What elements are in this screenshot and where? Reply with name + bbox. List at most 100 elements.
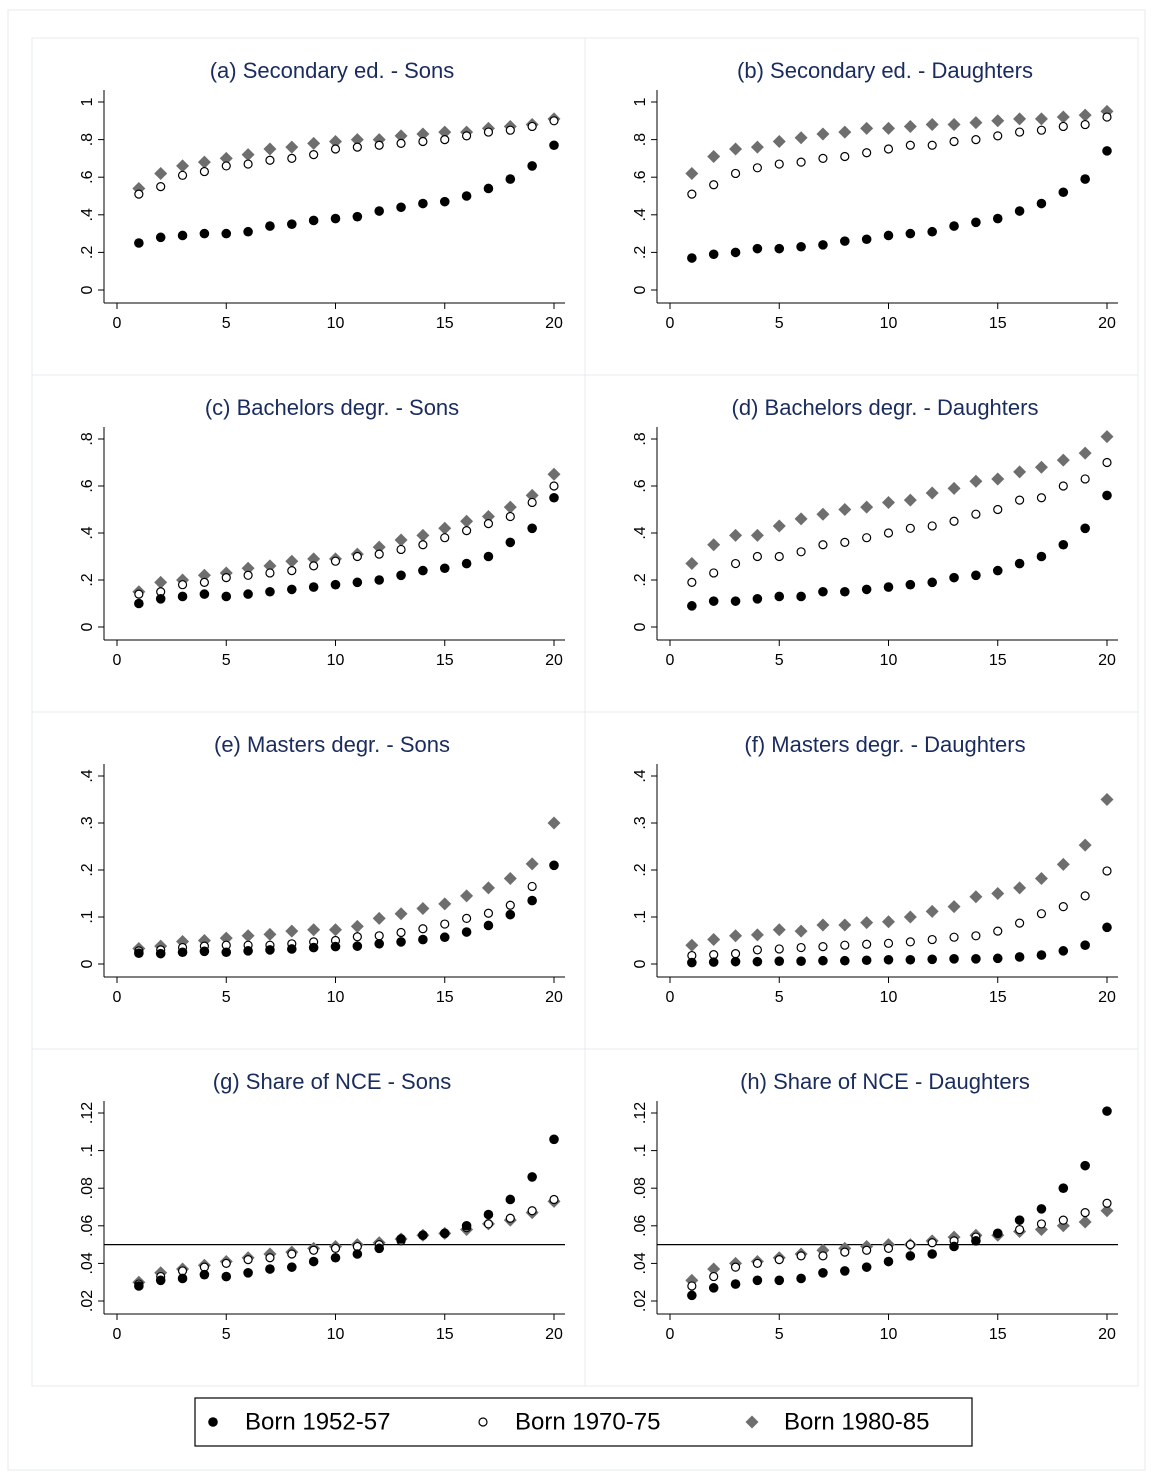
marker-diamond <box>925 904 939 918</box>
marker-circle <box>418 1230 428 1240</box>
marker-hollow-circle <box>1015 1224 1025 1235</box>
marker-circle <box>949 1241 959 1252</box>
panel: (c) Bachelors degr. - Sons 0 .2 .4 .6 .8 0 5 10 1… <box>31 374 586 713</box>
y-tick-label: .1 <box>632 1144 649 1157</box>
x-tick-label: 15 <box>989 315 1007 332</box>
marker-circle <box>265 945 275 955</box>
y-tick-label: .4 <box>632 208 649 221</box>
marker-circle <box>796 241 806 252</box>
marker-diamond <box>350 919 364 933</box>
marker-circle <box>949 954 959 964</box>
marker-hollow-circle <box>796 157 806 167</box>
marker-circle <box>1058 1183 1069 1193</box>
marker-circle <box>439 932 450 943</box>
marker-circle <box>1102 1106 1112 1116</box>
marker-circle <box>1102 146 1112 156</box>
marker-circle <box>439 1228 450 1239</box>
marker-circle <box>774 956 785 966</box>
marker-hollow-circle <box>462 131 472 141</box>
marker-diamond <box>1056 110 1070 124</box>
marker-circle <box>265 586 275 597</box>
marker-circle <box>287 219 297 229</box>
marker-circle <box>992 953 1003 964</box>
marker-hollow-circle <box>949 516 959 526</box>
marker-circle <box>708 596 719 606</box>
marker-hollow-circle <box>1080 119 1090 130</box>
x-tick-label: 15 <box>436 315 454 332</box>
marker-hollow-circle <box>396 138 406 148</box>
marker-diamond <box>1013 465 1027 479</box>
x-tick-label: 15 <box>989 1326 1007 1343</box>
marker-circle <box>374 575 385 585</box>
marker-circle <box>287 584 297 595</box>
marker-circle <box>927 954 937 965</box>
x-tick-label: 0 <box>666 1326 675 1343</box>
marker-circle <box>199 589 210 599</box>
marker-diamond <box>750 528 764 542</box>
marker-diamond <box>197 155 211 169</box>
y-tick-label: .1 <box>632 910 649 923</box>
y-tick-label: .8 <box>632 432 649 445</box>
marker-circle <box>992 213 1003 224</box>
marker-circle <box>177 230 188 241</box>
y-tick-label: .02 <box>79 1290 96 1312</box>
x-tick-label: 0 <box>666 315 675 332</box>
marker-circle <box>883 230 894 241</box>
marker-circle <box>708 957 719 967</box>
y-tick-label: .6 <box>632 479 649 492</box>
marker-circle <box>483 183 494 194</box>
x-tick-label: 10 <box>880 652 898 669</box>
marker-hollow-circle <box>330 556 341 566</box>
marker-circle <box>687 253 697 263</box>
marker-hollow-circle <box>862 533 872 543</box>
marker-hollow-circle <box>796 942 806 953</box>
y-tick-label: .6 <box>632 170 649 183</box>
marker-circle <box>730 1279 741 1289</box>
marker-diamond <box>729 929 743 943</box>
marker-hollow-circle <box>752 551 762 562</box>
marker-diamond <box>685 557 699 571</box>
y-tick-label: 1 <box>632 97 649 106</box>
marker-circle <box>1036 198 1047 209</box>
y-tick-label: 0 <box>632 622 649 631</box>
x-tick-label: 15 <box>436 652 454 669</box>
y-tick-label: .06 <box>79 1215 96 1237</box>
marker-circle <box>861 955 872 966</box>
marker-circle <box>199 946 210 957</box>
marker-diamond <box>547 467 561 481</box>
marker-circle <box>177 591 188 602</box>
marker-hollow-circle <box>483 127 494 137</box>
marker-circle <box>527 1172 537 1182</box>
marker-diamond <box>969 474 983 488</box>
marker-diamond <box>860 121 874 135</box>
marker-circle <box>177 1273 188 1284</box>
marker-hollow-circle <box>1036 909 1047 919</box>
marker-hollow-circle <box>1102 112 1112 122</box>
x-tick-label: 10 <box>327 1326 345 1343</box>
marker-diamond <box>882 121 895 135</box>
y-tick-label: .08 <box>79 1177 96 1199</box>
y-tick-label: .6 <box>79 479 96 492</box>
marker-circle <box>483 551 494 562</box>
y-tick-label: 0 <box>79 285 96 294</box>
marker-circle <box>330 1252 341 1263</box>
marker-circle <box>505 174 516 184</box>
marker-diamond <box>750 928 764 942</box>
plot-area <box>104 427 565 640</box>
marker-diamond <box>1034 871 1048 885</box>
y-tick-label: .2 <box>79 573 96 586</box>
marker-diamond <box>772 134 786 148</box>
marker-circle <box>374 206 385 216</box>
marker-diamond <box>794 924 808 938</box>
marker-circle <box>1036 551 1047 562</box>
marker-hollow-circle <box>883 938 894 948</box>
marker-hollow-circle <box>1058 1215 1068 1225</box>
marker-hollow-circle <box>840 1247 850 1257</box>
panel: (f) Masters degr. - Daughters 0 .1 .2 .3 .4 0 5… <box>584 711 1139 1050</box>
marker-hollow-circle <box>971 134 981 145</box>
y-tick-label: .8 <box>79 133 96 146</box>
x-tick-label: 0 <box>113 1326 122 1343</box>
marker-circle <box>418 934 428 945</box>
y-tick-label: .3 <box>79 816 96 829</box>
